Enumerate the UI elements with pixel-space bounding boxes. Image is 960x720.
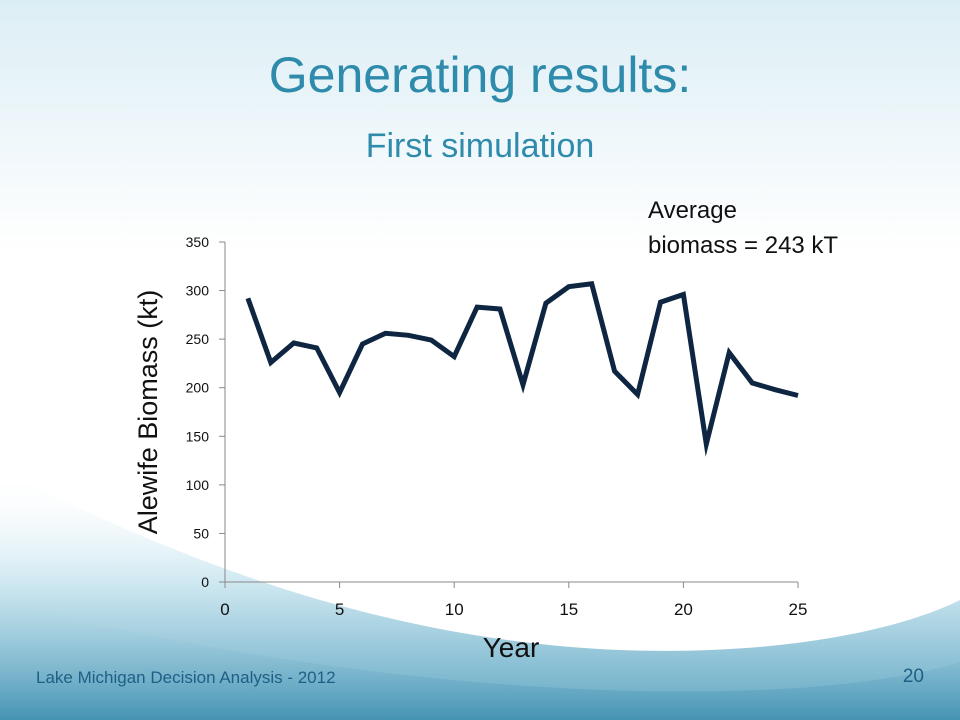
y-tick-label: 300 bbox=[186, 283, 210, 299]
x-axis-label: Year bbox=[483, 632, 540, 663]
y-tick-label: 0 bbox=[201, 574, 209, 590]
y-tick-label: 50 bbox=[193, 525, 209, 541]
x-tick-label: 5 bbox=[335, 600, 344, 619]
slide-title: Generating results: bbox=[268, 47, 692, 103]
y-tick-label: 200 bbox=[186, 380, 210, 396]
x-tick-label: 10 bbox=[445, 600, 464, 619]
y-tick-label: 250 bbox=[186, 331, 210, 347]
x-tick-label: 20 bbox=[674, 600, 693, 619]
series-line bbox=[245, 281, 799, 457]
y-tick-label: 150 bbox=[186, 428, 210, 444]
slide-subtitle: First simulation bbox=[365, 127, 595, 165]
annotation-line-2: biomass = 243 kT bbox=[648, 231, 839, 259]
x-tick-label: 25 bbox=[789, 600, 808, 619]
average-annotation: Average biomass = 243 kT bbox=[648, 194, 838, 264]
x-tick-label: 15 bbox=[559, 600, 578, 619]
annotation-line-1: Average bbox=[648, 197, 737, 224]
page-number: 20 bbox=[902, 666, 924, 687]
footer-text: Lake Michigan Decision Analysis - 2012 bbox=[36, 668, 336, 687]
y-tick-label: 350 bbox=[186, 234, 210, 250]
x-tick-label: 0 bbox=[220, 600, 229, 619]
y-tick-label: 100 bbox=[186, 477, 210, 493]
y-axis-label: Alewife Biomass (kt) bbox=[133, 290, 163, 535]
